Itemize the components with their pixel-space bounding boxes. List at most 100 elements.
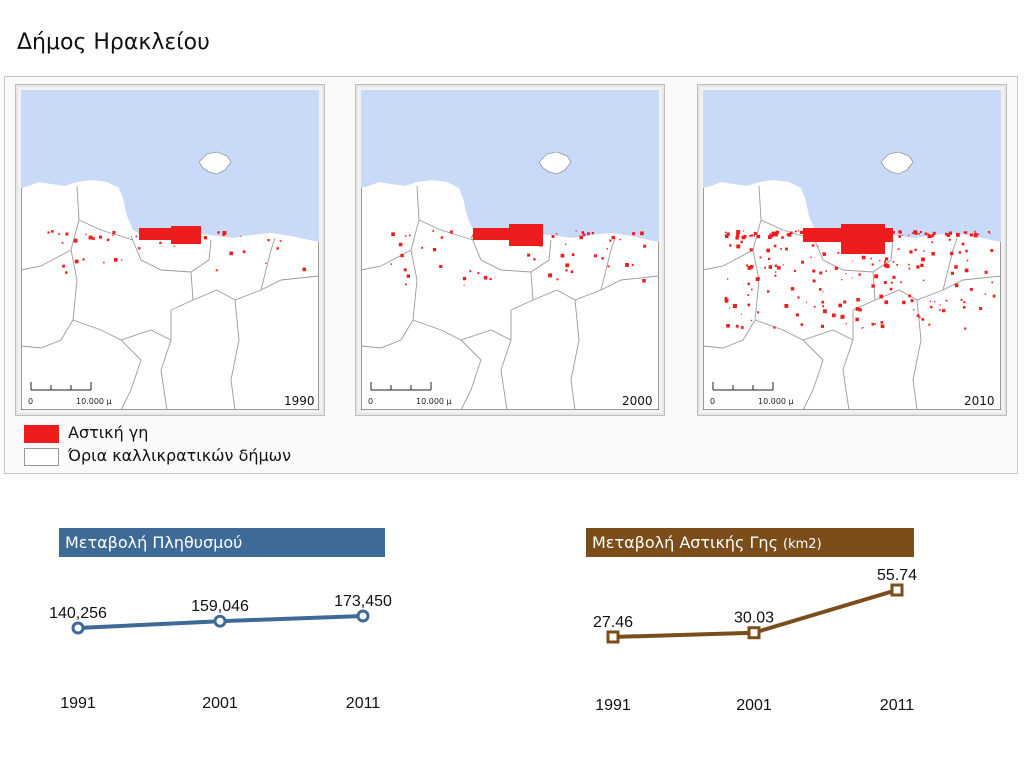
urban-patch — [955, 232, 960, 237]
urban-patch — [964, 231, 968, 234]
urban-patch — [755, 277, 760, 281]
urban-patch — [538, 234, 541, 237]
urban-patch — [772, 231, 775, 234]
urban-patch — [47, 231, 50, 234]
urban-patch — [724, 234, 729, 238]
urban-patch — [770, 233, 774, 238]
urban-patch — [593, 254, 597, 258]
urban-patch — [773, 326, 776, 329]
urban-patch — [61, 241, 64, 244]
data-point — [606, 630, 620, 644]
urban-patch — [724, 298, 729, 303]
map-year-label: 1990 — [284, 394, 315, 408]
urban-patch — [898, 235, 901, 238]
urban-patch — [775, 233, 778, 237]
map-year-label: 2010 — [964, 394, 995, 408]
urban-land-chart-unit: (km2) — [783, 537, 822, 552]
urban-patch — [726, 324, 730, 328]
page-title: Δήμος Ηρακλείου — [17, 30, 210, 55]
urban-area — [171, 226, 201, 244]
urban-patch — [398, 242, 403, 247]
urban-patch — [750, 265, 754, 269]
urban-patch — [735, 324, 739, 328]
urban-patch — [890, 281, 893, 284]
urban-patch — [835, 230, 838, 234]
urban-patch — [489, 277, 492, 280]
scale-start: 0 — [28, 397, 34, 406]
urban-patch — [491, 235, 493, 238]
urban-patch — [806, 301, 808, 303]
urban-patch — [930, 305, 933, 309]
urban-patch — [135, 235, 138, 238]
urban-patch — [768, 257, 771, 260]
scale-bar — [370, 382, 432, 391]
urban-patch — [948, 231, 952, 235]
urban-patch — [565, 263, 570, 268]
urban-patch — [579, 235, 583, 240]
urban-patch — [215, 269, 218, 272]
urban-patch — [174, 231, 177, 235]
urban-patch — [751, 288, 753, 291]
urban-patch — [929, 300, 932, 302]
urban-patch — [483, 276, 488, 280]
urban-patch — [817, 245, 819, 247]
urban-patch — [640, 231, 644, 236]
scale-end: 10.000 μ — [76, 397, 112, 406]
urban-patch — [229, 251, 233, 256]
urban-patch — [757, 311, 760, 314]
urban-patch — [725, 231, 727, 234]
data-point — [356, 609, 370, 623]
urban-patch — [843, 300, 847, 304]
urban-patch — [892, 261, 895, 263]
urban-patch — [390, 263, 392, 265]
urban-patch — [945, 299, 948, 302]
population-chart: 140,256 1991 159,046 2001 173,450 2011 — [49, 593, 392, 712]
x-tick-label: 2001 — [202, 695, 238, 712]
urban-patch — [527, 231, 530, 234]
urban-patch — [858, 273, 861, 276]
urban-patch — [992, 294, 996, 298]
urban-patch — [729, 244, 732, 247]
urban-patch — [861, 255, 866, 260]
x-tick-label: 2011 — [880, 697, 915, 714]
urban-patch — [581, 231, 585, 234]
urban-patch — [966, 259, 969, 262]
urban-patch — [958, 251, 962, 254]
urban-patch — [795, 313, 799, 317]
urban-patch — [954, 265, 958, 269]
urban-patch — [861, 245, 866, 250]
urban-patch — [551, 235, 555, 238]
urban-patch — [858, 308, 862, 312]
urban-patch — [871, 322, 875, 326]
urban-patch — [961, 242, 965, 246]
urban-patch — [469, 270, 472, 273]
urban-patch — [800, 323, 804, 326]
urban-patch — [746, 264, 749, 267]
data-point — [747, 626, 761, 640]
urban-patch — [843, 234, 847, 238]
data-label: 30.03 — [734, 610, 774, 627]
urban-patch — [533, 258, 536, 261]
urban-land-chart: 27.46 1991 30.03 2001 55.74 2011 — [593, 567, 917, 714]
urban-patch — [974, 230, 976, 233]
urban-patch — [990, 249, 994, 252]
urban-patch — [729, 307, 731, 309]
urban-patch — [950, 251, 954, 256]
urban-patch — [954, 283, 959, 288]
urban-patch — [889, 231, 893, 235]
urban-patch — [916, 314, 920, 318]
urban-patch — [845, 250, 847, 252]
urban-patch — [768, 235, 772, 239]
urban-patch — [757, 277, 760, 280]
urban-patch — [449, 230, 453, 234]
urban-patch — [138, 247, 141, 250]
urban-patch — [860, 241, 865, 246]
urban-patch — [735, 236, 739, 240]
map-panel-1990: 0 10.000 μ 1990 — [15, 84, 325, 416]
urban-patch — [405, 283, 407, 286]
urban-patch — [810, 256, 812, 258]
urban-patch — [919, 231, 922, 233]
urban-patch — [112, 234, 114, 236]
urban-patch — [611, 235, 615, 240]
legend-boundaries-swatch — [24, 448, 59, 466]
